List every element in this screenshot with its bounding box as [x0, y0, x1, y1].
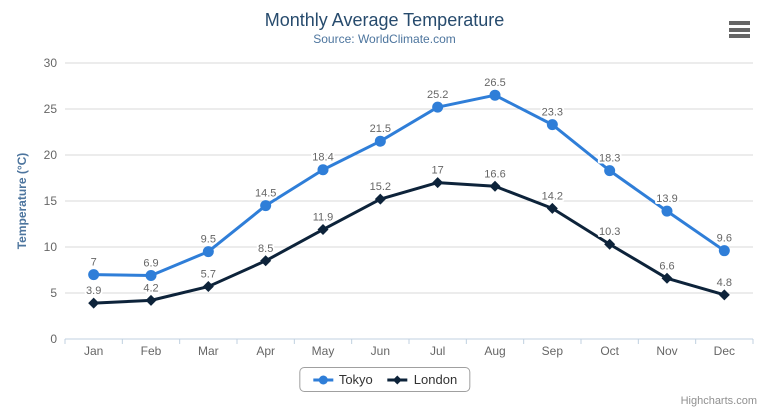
- data-label: 3.9: [86, 285, 101, 297]
- data-label: 17: [432, 165, 444, 177]
- data-label: 9.5: [201, 234, 216, 246]
- y-tick-label: 5: [50, 286, 57, 300]
- series-london-marker[interactable]: [260, 255, 272, 267]
- x-tick-label: May: [312, 344, 335, 358]
- series-london-marker[interactable]: [317, 224, 329, 236]
- hamburger-menu-button[interactable]: [729, 21, 750, 38]
- credits-link[interactable]: Highcharts.com: [680, 395, 757, 407]
- data-label: 6.6: [659, 260, 674, 272]
- y-tick-label: 10: [44, 240, 58, 254]
- data-label: 13.9: [656, 193, 677, 205]
- series-tokyo-marker[interactable]: [88, 269, 100, 281]
- x-tick-label: Nov: [656, 344, 677, 358]
- x-tick-label: Jul: [430, 344, 445, 358]
- series-tokyo-marker[interactable]: [374, 135, 386, 147]
- data-label: 25.2: [427, 89, 448, 101]
- hamburger-menu-icon: [729, 21, 750, 25]
- x-tick-label: Jan: [84, 344, 103, 358]
- legend-item-london[interactable]: London: [387, 372, 457, 387]
- data-label: 7: [91, 257, 97, 269]
- data-label: 9.6: [717, 233, 732, 245]
- series-london-marker[interactable]: [718, 289, 730, 301]
- data-label: 8.5: [258, 243, 273, 255]
- data-label: 14.2: [542, 190, 563, 202]
- legend-item-label: Tokyo: [338, 372, 373, 387]
- data-label: 18.3: [599, 153, 620, 165]
- x-tick-label: Jun: [371, 344, 390, 358]
- series-tokyo-marker[interactable]: [145, 270, 157, 282]
- x-tick-label: Feb: [141, 344, 162, 358]
- series-london-marker[interactable]: [604, 238, 616, 250]
- y-axis-title: Temperature (°C): [15, 153, 29, 250]
- data-label: 10.3: [599, 226, 620, 238]
- y-tick-label: 20: [44, 148, 58, 162]
- data-label: 4.2: [143, 282, 158, 294]
- series-tokyo-marker[interactable]: [661, 205, 673, 217]
- data-label: 23.3: [542, 107, 563, 119]
- data-label: 4.8: [717, 277, 732, 289]
- legend-diamond-marker-icon: [387, 375, 408, 384]
- series-london-marker[interactable]: [374, 193, 386, 205]
- data-label: 21.5: [370, 123, 391, 135]
- y-tick-label: 0: [50, 332, 57, 346]
- series-london-marker[interactable]: [546, 202, 558, 214]
- series-london-marker[interactable]: [489, 180, 501, 192]
- data-label: 26.5: [484, 77, 505, 89]
- chart-subtitle: Source: WorldClimate.com: [313, 32, 456, 46]
- series-tokyo-marker[interactable]: [202, 246, 214, 258]
- x-tick-label: Sep: [542, 344, 564, 358]
- series-tokyo-line: [92, 93, 726, 278]
- x-tick-label: Aug: [484, 344, 505, 358]
- x-tick-label: Apr: [256, 344, 275, 358]
- series-tokyo-marker[interactable]: [317, 164, 329, 176]
- y-tick-label: 25: [44, 102, 58, 116]
- hamburger-menu-icon: [729, 34, 750, 38]
- data-label: 11.9: [313, 212, 334, 224]
- y-tick-label: 30: [44, 56, 58, 70]
- data-label: 6.9: [143, 258, 158, 270]
- data-label: 15.2: [370, 181, 391, 193]
- legend-item-label: London: [413, 372, 458, 387]
- series-london-line: [92, 181, 726, 305]
- y-tick-label: 15: [44, 194, 58, 208]
- x-tick-label: Dec: [714, 344, 735, 358]
- series-tokyo-marker[interactable]: [604, 165, 616, 177]
- data-label: 18.4: [312, 152, 333, 164]
- x-tick-label: Oct: [600, 344, 619, 358]
- series-tokyo-marker[interactable]: [432, 101, 444, 113]
- x-tick-label: Mar: [198, 344, 219, 358]
- series-london-marker[interactable]: [145, 294, 157, 306]
- series-tokyo-marker[interactable]: [260, 200, 272, 212]
- legend-item-tokyo[interactable]: Tokyo: [312, 372, 373, 387]
- series-london-marker[interactable]: [661, 272, 673, 284]
- data-label: 5.7: [201, 269, 216, 281]
- legend-circle-marker-icon: [312, 375, 333, 384]
- data-label: 14.5: [255, 188, 276, 200]
- series-tokyo-marker[interactable]: [489, 89, 501, 101]
- series-tokyo-marker[interactable]: [718, 245, 730, 257]
- data-label: 16.6: [484, 168, 505, 180]
- series-london-marker[interactable]: [202, 281, 214, 293]
- series-tokyo-marker[interactable]: [546, 119, 558, 131]
- chart-title: Monthly Average Temperature: [264, 10, 505, 30]
- legend: Tokyo London: [298, 367, 471, 392]
- series-london-marker[interactable]: [88, 297, 100, 309]
- hamburger-menu-icon: [729, 27, 750, 32]
- series-london-marker[interactable]: [432, 177, 444, 189]
